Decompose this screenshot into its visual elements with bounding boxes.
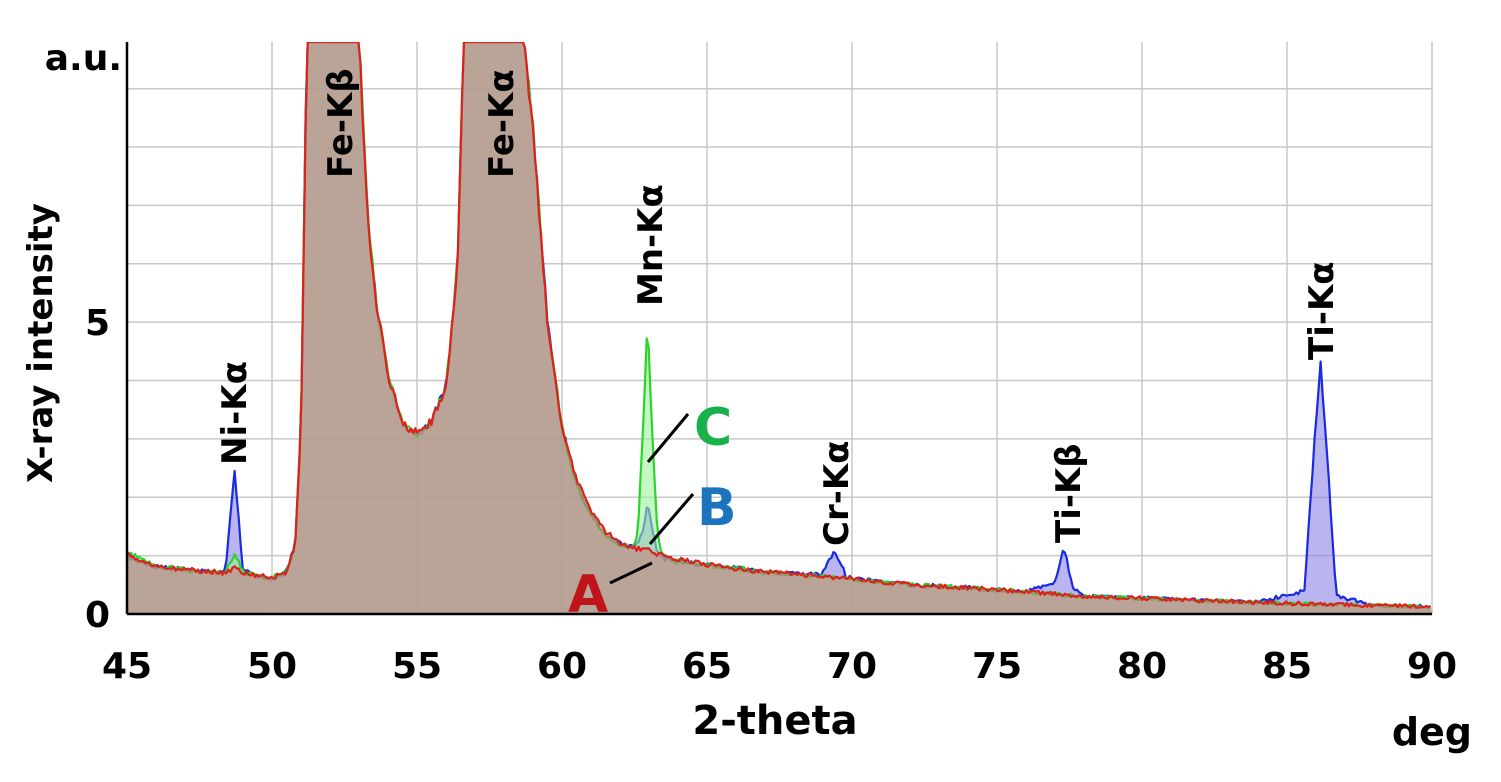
y-tick-labels: 05	[85, 303, 110, 636]
x-tick-label: 50	[247, 646, 297, 687]
grid-lines	[126, 42, 1433, 614]
series-areas	[127, 42, 1432, 614]
x-axis-unit: deg	[1392, 710, 1472, 754]
axes	[125, 42, 1432, 616]
series-leader-A	[609, 561, 653, 585]
series-label-C: C	[694, 398, 732, 458]
series-label-B: B	[697, 478, 737, 538]
peak-label: Ti-Kβ	[1049, 443, 1089, 543]
x-tick-label: 45	[102, 646, 152, 687]
y-tick-label: 0	[85, 595, 110, 636]
x-tick-label: 80	[1117, 646, 1167, 687]
x-tick-label: 55	[392, 646, 442, 687]
peak-label: Ni-Kα	[215, 361, 255, 465]
peak-label: Mn-Kα	[631, 184, 671, 306]
series-labels: CB A	[568, 398, 737, 625]
x-tick-labels: 45 50 55 60 65 70 75 80 85 90	[102, 646, 1457, 687]
x-tick-label: 60	[537, 646, 587, 687]
x-axis-title: 2-theta	[692, 698, 857, 744]
x-tick-label: 85	[1262, 646, 1312, 687]
peak-label: Fe-Kβ	[321, 68, 361, 178]
series-leader-B	[648, 493, 695, 545]
series-leader-C	[646, 413, 690, 463]
peak-label: Fe-Kα	[482, 69, 522, 178]
series-line-A	[127, 42, 1431, 609]
peak-label: Ti-Kα	[1302, 261, 1342, 360]
y-axis-unit: a.u.	[45, 38, 122, 79]
peak-label: Cr-Kα	[817, 440, 857, 546]
series-area-A	[127, 42, 1432, 614]
y-tick-label: 5	[85, 303, 110, 344]
series-label-A: A	[568, 565, 608, 625]
x-tick-label: 70	[827, 646, 877, 687]
peak-labels: Ni-Kα Fe-Kβ Fe-Kα Mn-Kα Cr-Kα Ti-Kβ Ti-Kα	[215, 68, 1342, 546]
x-tick-label: 75	[972, 646, 1022, 687]
x-tick-label: 90	[1407, 646, 1457, 687]
x-tick-label: 65	[682, 646, 732, 687]
y-axis-title: X-ray intensity	[21, 203, 61, 483]
